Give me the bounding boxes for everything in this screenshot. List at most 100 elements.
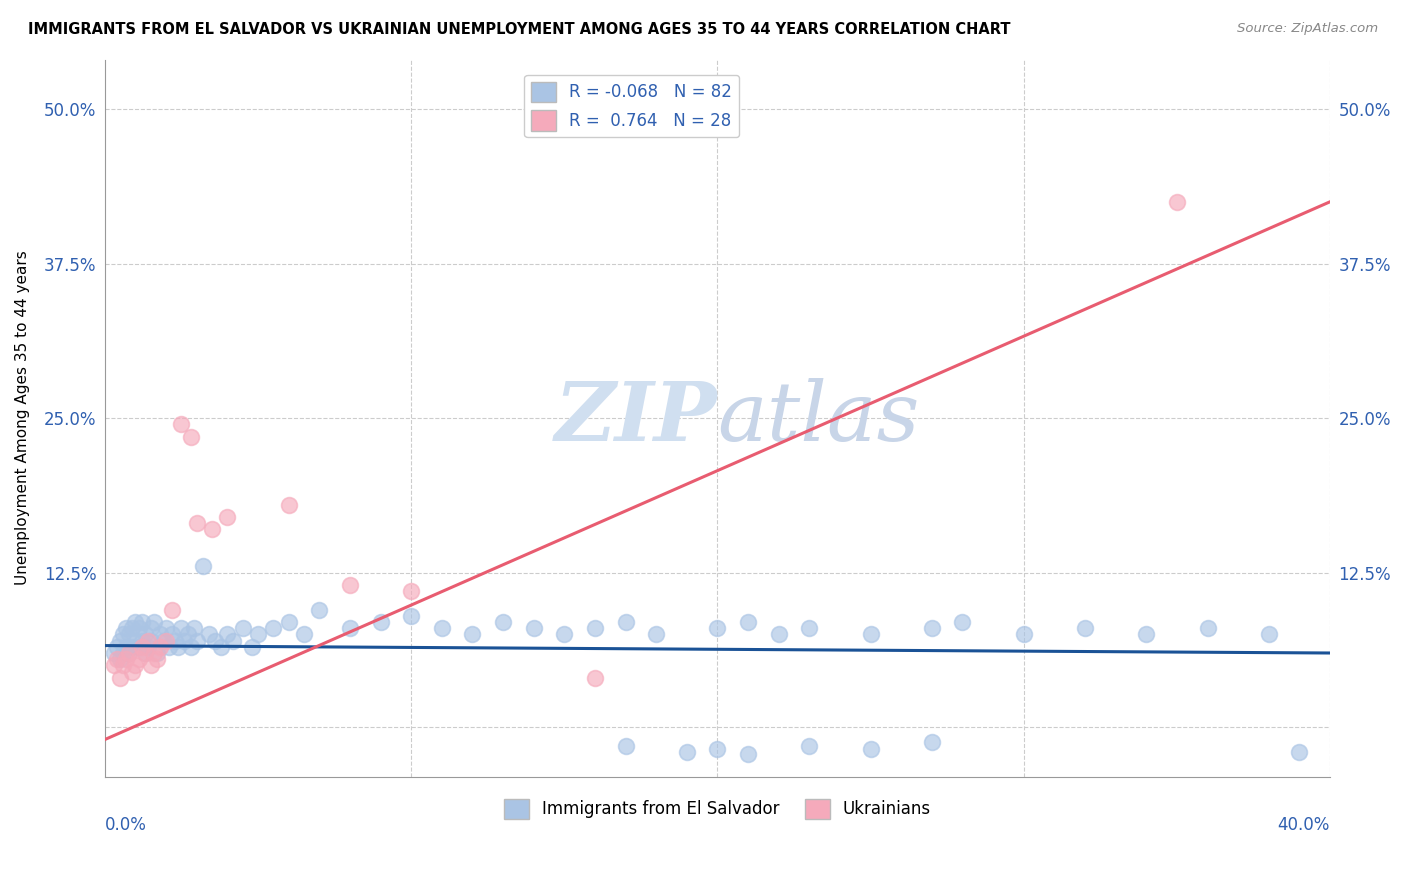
- Point: [1197, 621, 1219, 635]
- Point: [136, 633, 159, 648]
- Point: [430, 621, 453, 635]
- Point: [136, 640, 159, 654]
- Point: [146, 652, 169, 666]
- Point: [461, 627, 484, 641]
- Point: [292, 627, 315, 641]
- Point: [217, 627, 239, 641]
- Point: [118, 646, 141, 660]
- Point: [112, 658, 135, 673]
- Point: [131, 640, 153, 654]
- Point: [217, 510, 239, 524]
- Point: [170, 621, 193, 635]
- Point: [160, 603, 183, 617]
- Point: [921, 621, 943, 635]
- Point: [186, 633, 208, 648]
- Point: [1288, 745, 1310, 759]
- Point: [118, 646, 141, 660]
- Point: [121, 665, 143, 679]
- Point: [859, 742, 882, 756]
- Point: [706, 621, 728, 635]
- Point: [170, 417, 193, 432]
- Legend: Immigrants from El Salvador, Ukrainians: Immigrants from El Salvador, Ukrainians: [498, 792, 938, 826]
- Point: [799, 739, 821, 753]
- Point: [232, 621, 254, 635]
- Point: [370, 615, 392, 629]
- Point: [128, 640, 150, 654]
- Point: [614, 615, 637, 629]
- Point: [134, 646, 156, 660]
- Point: [339, 621, 361, 635]
- Point: [139, 633, 162, 648]
- Point: [209, 640, 232, 654]
- Point: [768, 627, 790, 641]
- Point: [614, 739, 637, 753]
- Point: [399, 608, 422, 623]
- Point: [1012, 627, 1035, 641]
- Point: [339, 578, 361, 592]
- Point: [139, 658, 162, 673]
- Point: [523, 621, 546, 635]
- Point: [112, 627, 135, 641]
- Point: [131, 633, 153, 648]
- Point: [131, 615, 153, 629]
- Point: [921, 735, 943, 749]
- Y-axis label: Unemployment Among Ages 35 to 44 years: Unemployment Among Ages 35 to 44 years: [15, 251, 30, 585]
- Point: [240, 640, 263, 654]
- Point: [204, 633, 226, 648]
- Text: 0.0%: 0.0%: [105, 816, 146, 834]
- Point: [157, 640, 180, 654]
- Point: [103, 646, 125, 660]
- Point: [134, 646, 156, 660]
- Point: [152, 633, 174, 648]
- Point: [645, 627, 668, 641]
- Point: [176, 627, 198, 641]
- Point: [191, 559, 214, 574]
- Text: IMMIGRANTS FROM EL SALVADOR VS UKRAINIAN UNEMPLOYMENT AMONG AGES 35 TO 44 YEARS : IMMIGRANTS FROM EL SALVADOR VS UKRAINIAN…: [28, 22, 1011, 37]
- Point: [112, 646, 135, 660]
- Point: [675, 745, 697, 759]
- Point: [180, 640, 202, 654]
- Point: [108, 652, 131, 666]
- Point: [222, 633, 245, 648]
- Point: [1074, 621, 1097, 635]
- Point: [165, 633, 187, 648]
- Point: [859, 627, 882, 641]
- Text: atlas: atlas: [717, 378, 920, 458]
- Point: [155, 621, 177, 635]
- Point: [167, 640, 190, 654]
- Point: [103, 658, 125, 673]
- Point: [737, 747, 759, 762]
- Point: [706, 742, 728, 756]
- Point: [121, 621, 143, 635]
- Point: [142, 615, 165, 629]
- Point: [952, 615, 974, 629]
- Point: [277, 615, 299, 629]
- Point: [1135, 627, 1157, 641]
- Text: 40.0%: 40.0%: [1278, 816, 1330, 834]
- Point: [183, 621, 205, 635]
- Point: [134, 627, 156, 641]
- Point: [1166, 194, 1188, 209]
- Point: [149, 640, 172, 654]
- Point: [115, 640, 138, 654]
- Point: [262, 621, 284, 635]
- Point: [115, 621, 138, 635]
- Point: [124, 633, 146, 648]
- Point: [108, 633, 131, 648]
- Point: [128, 652, 150, 666]
- Point: [139, 621, 162, 635]
- Point: [737, 615, 759, 629]
- Point: [180, 430, 202, 444]
- Point: [492, 615, 515, 629]
- Point: [198, 627, 221, 641]
- Point: [108, 671, 131, 685]
- Point: [124, 615, 146, 629]
- Point: [583, 671, 606, 685]
- Point: [155, 633, 177, 648]
- Point: [186, 516, 208, 531]
- Point: [583, 621, 606, 635]
- Text: ZIP: ZIP: [555, 378, 717, 458]
- Point: [149, 627, 172, 641]
- Point: [160, 627, 183, 641]
- Point: [105, 652, 128, 666]
